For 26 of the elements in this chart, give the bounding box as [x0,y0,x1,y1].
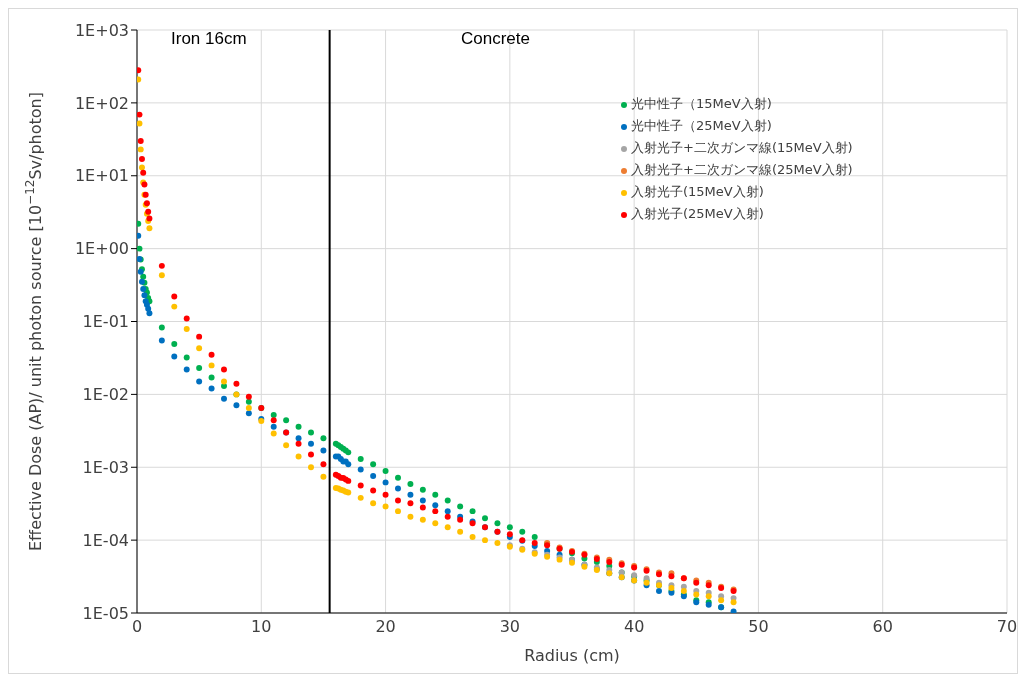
legend-label: 入射光子(25MeV入射) [631,206,764,221]
legend-label: 入射光子(15MeV入射) [631,184,764,199]
annotation: Concrete [461,29,530,49]
y-tick-label: 1E+03 [74,20,129,40]
x-tick-label: 20 [375,617,396,637]
legend-label: 入射光子+二次ガンマ線(15MeV入射) [631,140,853,155]
legend-label: 入射光子+二次ガンマ線(25MeV入射) [631,162,853,177]
y-tick-label: 1E+01 [74,166,129,186]
y-tick-label: 1E-02 [82,385,129,405]
legend-label: 光中性子（15MeV入射) [631,96,772,111]
x-tick-label: 50 [748,617,769,637]
x-tick-label: 30 [499,617,521,637]
x-tick-label: 40 [623,617,645,637]
legend-label: 光中性子（25MeV入射) [631,118,772,133]
y-tick-label: 1E+00 [74,239,129,259]
y-tick-label: 1E-03 [82,457,129,477]
annotation: Iron 16cm [171,29,247,49]
x-tick-label: 10 [251,617,272,637]
x-axis-title: Radius (cm) [524,646,620,665]
x-tick-label: 0 [131,617,143,637]
y-tick-label: 1E-05 [82,603,129,623]
x-tick-label: 70 [996,617,1018,637]
y-tick-label: 1E-01 [82,312,129,332]
x-tick-label: 60 [872,617,893,637]
y-tick-label: 1E+02 [74,93,129,113]
y-tick-label: 1E-04 [82,530,129,550]
